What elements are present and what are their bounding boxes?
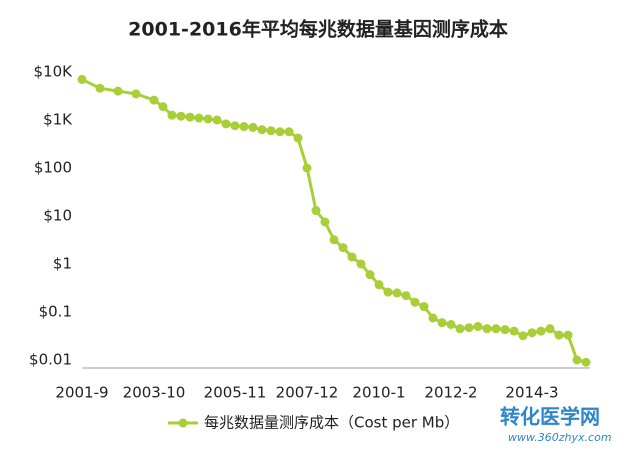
y-tick-label: $10K xyxy=(34,63,74,81)
y-tick-label: $1K xyxy=(43,111,73,129)
watermark-name: 转化医学网 xyxy=(500,405,600,429)
point xyxy=(356,259,366,269)
point xyxy=(482,324,492,334)
x-tick-label: 2012-2 xyxy=(424,384,477,402)
point xyxy=(329,235,339,245)
point xyxy=(410,297,420,307)
x-tick-label: 2003-10 xyxy=(123,384,186,402)
point xyxy=(221,119,231,129)
point xyxy=(239,122,249,132)
point xyxy=(545,324,555,334)
watermark-url: www.360zhyx.com xyxy=(508,431,612,444)
legend-marker xyxy=(178,418,188,428)
point xyxy=(95,83,105,93)
y-tick-label: $1 xyxy=(53,255,72,273)
point xyxy=(149,95,159,105)
point xyxy=(392,288,402,298)
line xyxy=(81,78,587,364)
x-tick-label: 2010-1 xyxy=(352,384,405,402)
point xyxy=(446,319,456,329)
point xyxy=(320,217,330,227)
point xyxy=(203,114,213,124)
point xyxy=(347,252,357,262)
point xyxy=(572,355,582,365)
point xyxy=(212,115,222,125)
point xyxy=(554,330,564,340)
point xyxy=(536,326,546,336)
point xyxy=(509,326,519,336)
point xyxy=(302,163,312,173)
point xyxy=(158,102,168,112)
y-tick-label: $0.1 xyxy=(39,303,72,321)
point xyxy=(248,122,258,132)
point xyxy=(338,243,348,253)
x-tick-label: 2007-12 xyxy=(276,384,339,402)
point xyxy=(365,270,375,280)
point xyxy=(455,324,465,334)
point xyxy=(293,133,303,143)
point xyxy=(230,121,240,131)
point xyxy=(401,291,411,301)
point xyxy=(275,127,285,137)
point xyxy=(185,112,195,122)
point xyxy=(563,330,573,340)
point xyxy=(383,287,393,297)
point xyxy=(428,313,438,323)
point xyxy=(113,86,123,96)
y-tick-label: $100 xyxy=(34,159,72,177)
point xyxy=(194,113,204,123)
point xyxy=(527,328,537,338)
x-tick-label: 2005-11 xyxy=(204,384,267,402)
chart-title: 2001-2016年平均每兆数据量基因测序成本 xyxy=(128,18,508,41)
point xyxy=(131,89,141,99)
point xyxy=(257,125,267,135)
point xyxy=(176,111,186,121)
point xyxy=(491,324,501,334)
point xyxy=(581,357,591,367)
point xyxy=(77,74,87,84)
point xyxy=(464,323,474,333)
point xyxy=(419,302,429,312)
x-tick-label: 2014-3 xyxy=(505,384,558,402)
point xyxy=(473,321,483,331)
point xyxy=(311,206,321,216)
point xyxy=(500,325,510,335)
point xyxy=(266,126,276,136)
point xyxy=(284,127,294,137)
point xyxy=(167,110,177,120)
point xyxy=(374,280,384,290)
legend-label: 每兆数据量测序成本（Cost per Mb） xyxy=(204,414,459,432)
y-tick-label: $10 xyxy=(43,207,72,225)
x-tick-label: 2001-9 xyxy=(55,384,108,402)
point xyxy=(437,318,447,328)
point xyxy=(518,331,528,341)
y-tick-label: $0.01 xyxy=(29,351,72,369)
